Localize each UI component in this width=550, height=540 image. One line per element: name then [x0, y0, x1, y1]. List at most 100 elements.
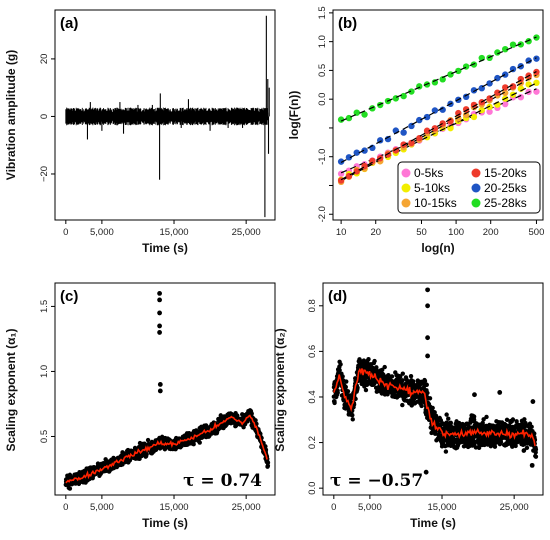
panel-d-point [504, 417, 510, 423]
panel-d: 0 5,000 15,000 25,000 0.0 0.2 0.4 0.6 0.8 (d) τ … [273, 282, 544, 530]
panel-a-xlabel: Time (s) [142, 241, 188, 255]
panel-b-fit-20-25ks [340, 57, 537, 163]
panel-c-point [67, 472, 73, 478]
panel-d-outlier-point [425, 303, 430, 309]
panel-a-ytick-label: 20 [39, 54, 50, 65]
panel-d-point [343, 384, 348, 390]
panel-d-point [430, 405, 435, 411]
panel-d-point [471, 414, 477, 419]
panel-b-point-20-25ks [353, 149, 360, 156]
panel-c-point [249, 411, 254, 416]
panel-b-point-20-25ks [384, 135, 392, 143]
panel-c-xlabel: Time (s) [142, 516, 188, 530]
panel-d-point [443, 449, 449, 454]
panel-d-point [398, 374, 403, 379]
panel-b-point-25-28ks [455, 67, 462, 75]
panel-b-point-5-10ks [478, 106, 485, 114]
panel-d-point [400, 371, 405, 376]
panel-d-label: (d) [328, 288, 347, 305]
panel-b-point-20-25ks [502, 71, 509, 78]
panel-d-point [425, 390, 430, 396]
panel-d-outlier-point [423, 469, 429, 475]
panel-b-frame [332, 9, 544, 221]
panel-d-ytick-label: 0.4 [307, 390, 318, 403]
panel-b-point-25-28ks [361, 111, 368, 118]
panel-d-xtick-label: 0 [331, 502, 336, 513]
panel-c-point [253, 418, 258, 423]
panel-c-point [235, 413, 240, 418]
panel-b: 10 20 50 100 200 500-2.0-1.00.00.51.01.5 (b) … [287, 6, 544, 255]
panel-c-ytick-label: 1.0 [39, 365, 50, 378]
panel-b-point-15-20ks [455, 109, 462, 117]
panel-c-ylabel: Scaling exponent (α₁) [4, 328, 18, 451]
panel-d-point [386, 373, 391, 378]
panel-b-xlabel: log(n) [421, 241, 454, 255]
panel-a-ytick-label: −20 [39, 166, 50, 182]
panel-c-trend-line [65, 414, 268, 484]
panel-d-outlier-point [530, 399, 536, 404]
panel-d-point [389, 374, 395, 379]
panel-b-point-20-25ks [345, 154, 353, 161]
panel-b-ytick-label: 0.5 [317, 64, 328, 77]
panel-b-point-25-28ks [509, 41, 517, 48]
panel-c-outlier-point [157, 310, 162, 316]
panel-c-xtick-label: 0 [63, 502, 68, 513]
panel-b-point-25-28ks [400, 92, 407, 100]
panel-b-point-20-25ks [423, 113, 431, 121]
panel-d-point [448, 420, 454, 426]
panel-c-point [197, 440, 202, 445]
legend-label-0-5ks: 0-5ks [414, 166, 443, 180]
panel-d-point [446, 416, 451, 421]
panel-d-point [338, 362, 343, 367]
panel-b-point-15-20ks [431, 125, 439, 132]
panel-d-point [332, 399, 337, 404]
legend-marker-10-15ks [401, 198, 411, 208]
panel-d-point [400, 378, 405, 383]
panel-d-xtick-label: 25,000 [500, 502, 529, 513]
panel-c: 0 5,000 15,000 25,000 0.5 1.0 1.5 (c) τ = 0.74… [4, 282, 276, 530]
panel-d-point [400, 402, 405, 408]
panel-b-fit-15-20ks [340, 71, 537, 181]
panel-a-frame [54, 9, 276, 221]
panel-b-point-25-28ks [408, 88, 415, 95]
panel-d-point [472, 441, 477, 447]
panel-b-point-15-20ks [502, 84, 509, 91]
panel-b-ytick-label: 1.0 [317, 35, 328, 48]
panel-c-xtick-label: 15,000 [159, 502, 188, 513]
panel-d-ytick-label: 0.2 [307, 436, 318, 449]
panel-b-point-5-10ks [525, 81, 532, 88]
panel-d-point [524, 445, 530, 450]
panel-b-point-0-5ks [486, 108, 493, 115]
panel-a-xtick-label: 25,000 [232, 227, 261, 238]
panel-a-xtick-label: 15,000 [159, 227, 188, 238]
panel-b-point-25-28ks [431, 79, 439, 86]
panel-b-point-20-25ks [439, 106, 446, 113]
panel-d-point [471, 417, 477, 422]
panel-c-ytick-label: 1.5 [39, 300, 50, 313]
panel-d-plot: 0 5,000 15,000 25,000 0.0 0.2 0.4 0.6 0.8 [307, 287, 539, 513]
panel-c-point [145, 437, 151, 443]
panel-d-point [498, 439, 504, 445]
panel-b-fit-25-28ks [340, 36, 537, 122]
panel-d-point [427, 396, 433, 401]
panel-d-xlabel: Time (s) [410, 516, 456, 530]
panel-d-point [363, 387, 369, 393]
panel-d-point [350, 417, 355, 422]
panel-d-point [510, 444, 515, 449]
panel-d-point [513, 443, 518, 449]
panel-d-outlier-point [425, 287, 430, 293]
panel-d-point [422, 378, 428, 384]
panel-d-outlier-point [497, 390, 503, 395]
panel-d-outlier-point [425, 335, 430, 341]
legend-label-20-25ks: 20-25ks [484, 181, 527, 195]
panel-d-point [372, 358, 377, 364]
panel-d-point [521, 448, 527, 453]
legend-marker-5-10ks [401, 183, 411, 193]
panel-a-plot: 0 5,000 15,000 25,000 −20 0 20 [39, 15, 270, 238]
panel-b-point-20-25ks [431, 107, 439, 114]
panel-c-outlier-point [157, 388, 163, 394]
panel-d-point [382, 364, 387, 370]
panel-d-point [335, 390, 340, 395]
panel-b-xtick-label: 100 [448, 227, 464, 238]
panel-a-signal-band [65, 107, 269, 126]
